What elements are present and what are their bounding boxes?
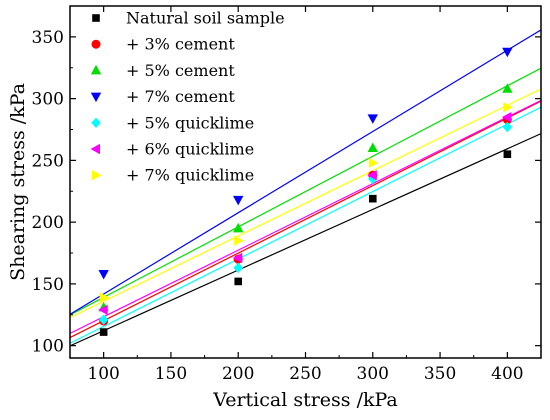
data-point-s5-p2 [367, 170, 377, 181]
y-tick-label-100: 100 [32, 337, 64, 357]
legend-label-4: + 5% quicklime [126, 113, 254, 132]
x-tick-label-200: 200 [222, 364, 254, 384]
y-tick-label-200: 200 [32, 213, 64, 233]
legend-marker-2 [90, 64, 102, 75]
fit-line-5 [70, 99, 541, 334]
data-point-s6-p0 [99, 292, 110, 303]
data-point-s3-p3 [502, 47, 513, 58]
axis-ticks: 100 150 200 250 300 350 400 100 150 200 250 300 350 [32, 5, 542, 384]
legend-label-3: + 7% cement [126, 87, 235, 106]
y-axis-title: Shearing stress /kPa [7, 83, 29, 281]
legend-marker-4 [91, 117, 101, 128]
legend-label-5: + 6% quicklime [126, 140, 254, 159]
x-tick-label-350: 350 [424, 364, 456, 384]
data-point-s6-p2 [368, 157, 379, 169]
x-tick-label-300: 300 [357, 364, 389, 384]
legend-label-6: + 7% quicklime [126, 166, 254, 185]
x-tick-label-400: 400 [491, 364, 523, 384]
data-point-s2-p1 [233, 222, 244, 233]
legend-label-0: Natural soil sample [126, 9, 285, 28]
data-point-s5-p1 [232, 252, 243, 264]
fit-line-4 [70, 106, 541, 344]
data-point-s3-p2 [367, 114, 378, 124]
data-point-s2-p2 [367, 142, 378, 153]
legend-marker-1 [91, 39, 101, 49]
fit-line-1 [70, 100, 541, 339]
fit-line-0 [70, 133, 541, 347]
x-tick-label-250: 250 [289, 364, 321, 384]
legend-marker-6 [92, 170, 102, 181]
data-point-s0-p3 [503, 150, 512, 159]
fit-line-2 [70, 67, 541, 316]
data-point-s6-p1 [234, 235, 244, 246]
legend-marker-5 [90, 143, 100, 155]
x-tick-label-150: 150 [155, 364, 187, 384]
legend-marker-0 [92, 14, 100, 22]
data-point-s3-p1 [233, 195, 244, 206]
fit-line-6 [70, 88, 541, 319]
y-tick-label-300: 300 [32, 90, 64, 110]
data-point-s4-p0 [98, 314, 109, 325]
data-point-s0-p1 [234, 277, 243, 286]
y-tick-label-150: 150 [32, 275, 64, 295]
legend-marker-3 [90, 92, 102, 103]
y-tick-label-350: 350 [32, 28, 64, 48]
fit-lines [70, 29, 541, 347]
data-point-s4-p3 [502, 121, 513, 133]
y-tick-label-250: 250 [32, 151, 64, 171]
legend-label-2: + 5% cement [126, 61, 235, 80]
data-point-s2-p3 [502, 83, 513, 93]
data-point-s5-p0 [98, 304, 108, 316]
data-markers [98, 47, 513, 336]
data-point-s0-p0 [99, 328, 108, 336]
data-point-s6-p3 [503, 102, 513, 113]
fit-line-3 [70, 29, 541, 315]
data-point-s5-p3 [501, 111, 512, 123]
x-axis-title: Vertical stress /kPa [212, 389, 398, 411]
legend-label-1: + 3% cement [126, 35, 235, 54]
data-point-s0-p2 [368, 194, 377, 203]
x-tick-label-100: 100 [87, 364, 119, 384]
data-point-s3-p0 [98, 270, 109, 280]
legend: Natural soil sample + 3% cement + 5% cemen… [90, 9, 285, 185]
data-point-s4-p1 [233, 262, 244, 274]
